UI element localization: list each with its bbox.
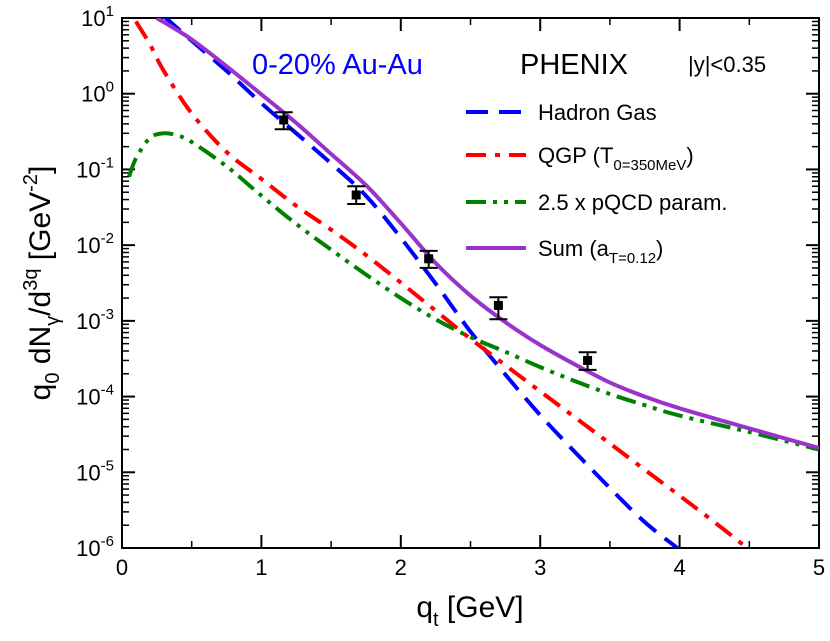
legend-label-2: QGP (T0=350MeV) xyxy=(538,143,694,174)
data-marker xyxy=(279,115,289,125)
series-line-3 xyxy=(127,131,819,452)
y-tick-label: 101 xyxy=(81,3,114,31)
legend-label-1: Hadron Gas xyxy=(538,100,657,125)
axis-tick-labels: 0 1 2 3 4 5 10-6 10-5 10-4 10-3 10-2 10-1 100 101 xyxy=(76,3,825,580)
y-tick-label: 10-4 xyxy=(76,382,114,410)
series-line-2 xyxy=(134,20,751,548)
x-tick-label: 2 xyxy=(395,555,407,580)
data-marker xyxy=(493,300,503,310)
x-axis-label: qt [GeV] xyxy=(416,591,523,631)
series-line-1 xyxy=(162,18,681,548)
y-tick-label: 10-5 xyxy=(76,457,114,485)
legend: Hadron Gas QGP (T0=350MeV) 2.5 x pQCD para… xyxy=(466,100,728,267)
plot-frame xyxy=(121,17,820,549)
data-marker xyxy=(351,190,361,200)
legend-label-3: 2.5 x pQCD param. xyxy=(538,190,728,215)
data-point xyxy=(578,351,597,371)
data-points-layer xyxy=(274,111,597,371)
y-tick-label: 10-6 xyxy=(76,533,114,561)
series-layer xyxy=(127,18,819,548)
axis-ticks xyxy=(121,17,820,549)
chart-title: 0-20% Au-Au xyxy=(252,49,423,81)
y-tick-label: 10-3 xyxy=(76,306,114,334)
y-tick-label: 10-2 xyxy=(76,230,114,258)
experiment-label: PHENIX xyxy=(520,49,628,81)
y-axis-label: q0 dNγ/d3q [GeV-2] xyxy=(20,166,64,401)
data-point xyxy=(419,249,438,269)
series-line-4 xyxy=(155,18,819,450)
x-tick-label: 4 xyxy=(673,555,685,580)
data-marker xyxy=(424,254,434,264)
data-point xyxy=(489,296,508,321)
x-tick-label: 0 xyxy=(116,555,128,580)
data-point xyxy=(274,111,293,131)
x-tick-label: 3 xyxy=(534,555,546,580)
y-tick-label: 100 xyxy=(81,79,114,107)
x-tick-label: 5 xyxy=(813,555,825,580)
data-marker xyxy=(583,355,593,365)
legend-label-4: Sum (aT=0.12) xyxy=(538,236,663,267)
x-tick-label: 1 xyxy=(255,555,267,580)
rapidity-cut-label: |y|<0.35 xyxy=(688,52,766,77)
data-point xyxy=(347,185,366,205)
y-tick-label: 10-1 xyxy=(76,154,114,182)
